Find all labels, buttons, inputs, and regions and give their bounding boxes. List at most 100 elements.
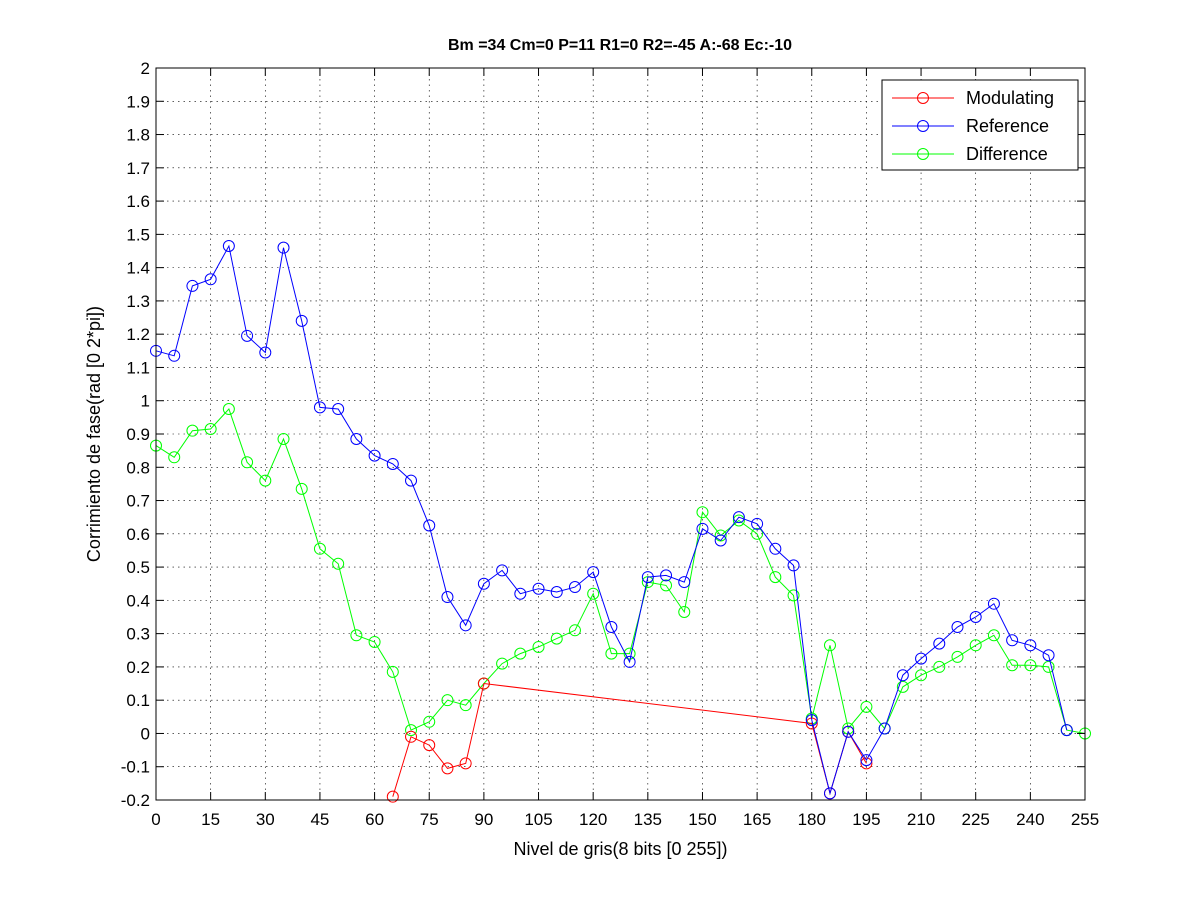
reference-point xyxy=(714,534,727,547)
x-tick-label: 75 xyxy=(420,810,439,829)
modulating-point xyxy=(860,757,873,770)
modulating-point xyxy=(405,730,418,743)
reference-point xyxy=(751,517,764,530)
reference-point xyxy=(350,432,363,445)
modulating-point xyxy=(441,762,454,775)
reference-point xyxy=(168,349,181,362)
reference-point xyxy=(896,669,909,682)
reference-point xyxy=(587,566,600,579)
x-tick-label: 225 xyxy=(962,810,990,829)
difference-point xyxy=(987,629,1000,642)
difference-point xyxy=(496,657,509,670)
difference-point xyxy=(860,700,873,713)
x-tick-label: 240 xyxy=(1016,810,1044,829)
reference-point xyxy=(386,457,399,470)
y-tick-label: 1 xyxy=(141,392,150,411)
legend-label-reference: Reference xyxy=(966,116,1049,136)
reference-point xyxy=(459,619,472,632)
reference-point xyxy=(532,582,545,595)
legend-marker-difference xyxy=(917,148,929,160)
reference-point xyxy=(477,577,490,590)
y-tick-label: 1.9 xyxy=(126,92,150,111)
y-tick-label: 1.2 xyxy=(126,325,150,344)
difference-point xyxy=(405,724,418,737)
difference-point xyxy=(550,632,563,645)
reference-point xyxy=(933,637,946,650)
reference-point xyxy=(222,240,235,253)
difference-point xyxy=(204,423,217,436)
difference-point xyxy=(732,514,745,527)
reference-point xyxy=(660,569,673,582)
difference-point xyxy=(259,474,272,487)
x-tick-label: 195 xyxy=(852,810,880,829)
difference-point xyxy=(787,589,800,602)
reference-point xyxy=(605,620,618,633)
reference-point xyxy=(805,714,818,727)
y-tick-label: 1.7 xyxy=(126,159,150,178)
legend-marker-modulating xyxy=(917,92,929,104)
x-axis-label: Nivel de gris(8 bits [0 255]) xyxy=(513,839,727,859)
difference-point xyxy=(277,432,290,445)
y-tick-label: 0.6 xyxy=(126,525,150,544)
y-tick-label: 1.5 xyxy=(126,225,150,244)
difference-point xyxy=(1024,659,1037,672)
y-tick-label: 1.6 xyxy=(126,192,150,211)
reference-point xyxy=(696,522,709,535)
y-tick-label: 0.2 xyxy=(126,658,150,677)
difference-point xyxy=(459,699,472,712)
x-tick-label: 45 xyxy=(310,810,329,829)
y-axis-label: Corrimiento de fase(rad [0 2*pi]) xyxy=(84,306,104,562)
difference-point xyxy=(186,424,199,437)
grid xyxy=(156,68,1085,800)
chart-title: Bm =34 Cm=0 P=11 R1=0 R2=-45 A:-68 Ec:-1… xyxy=(448,37,792,54)
difference-point xyxy=(951,650,964,663)
y-tick-label: 1.8 xyxy=(126,126,150,145)
reference-point xyxy=(878,722,891,735)
reference-point xyxy=(368,449,381,462)
reference-point xyxy=(313,401,326,414)
y-tick-label: 0.8 xyxy=(126,458,150,477)
modulating-point xyxy=(386,790,399,803)
x-tick-label: 15 xyxy=(201,810,220,829)
difference-point xyxy=(660,579,673,592)
reference-point xyxy=(496,564,509,577)
x-tick-label: 90 xyxy=(474,810,493,829)
difference-point xyxy=(915,669,928,682)
x-tick-label: 135 xyxy=(634,810,662,829)
difference-point xyxy=(842,722,855,735)
reference-point xyxy=(568,581,581,594)
y-tick-label: 0 xyxy=(141,724,150,743)
x-tick-label: 120 xyxy=(579,810,607,829)
x-tick-label: 30 xyxy=(256,810,275,829)
reference-point xyxy=(332,403,345,416)
modulating-point xyxy=(423,739,436,752)
reference-point xyxy=(987,597,1000,610)
x-tick-label: 150 xyxy=(688,810,716,829)
reference-point xyxy=(623,655,636,668)
reference-point xyxy=(915,652,928,665)
legend-label-modulating: Modulating xyxy=(966,88,1054,108)
difference-point xyxy=(332,557,345,570)
difference-point xyxy=(423,715,436,728)
reference-point xyxy=(969,611,982,623)
y-tick-label: -0.1 xyxy=(121,758,150,777)
y-tick-label: 0.1 xyxy=(126,691,150,710)
y-tick-label: 0.3 xyxy=(126,625,150,644)
legend: Modulating Reference Difference xyxy=(881,79,1079,171)
reference-point xyxy=(641,571,654,584)
reference-point xyxy=(204,273,217,286)
series-layer xyxy=(150,240,1091,803)
reference-point xyxy=(441,591,454,604)
reference-point xyxy=(842,725,855,738)
reference-point xyxy=(1006,634,1019,647)
difference-point xyxy=(696,506,709,519)
difference-point xyxy=(896,680,909,693)
reference-point xyxy=(1024,639,1037,652)
difference-point xyxy=(386,665,399,678)
reference-point xyxy=(951,620,964,633)
x-tick-label: 180 xyxy=(798,810,826,829)
x-tick-label: 105 xyxy=(524,810,552,829)
y-tick-label: -0.2 xyxy=(121,791,150,810)
difference-point xyxy=(514,647,527,660)
y-tick-label: 1.3 xyxy=(126,292,150,311)
